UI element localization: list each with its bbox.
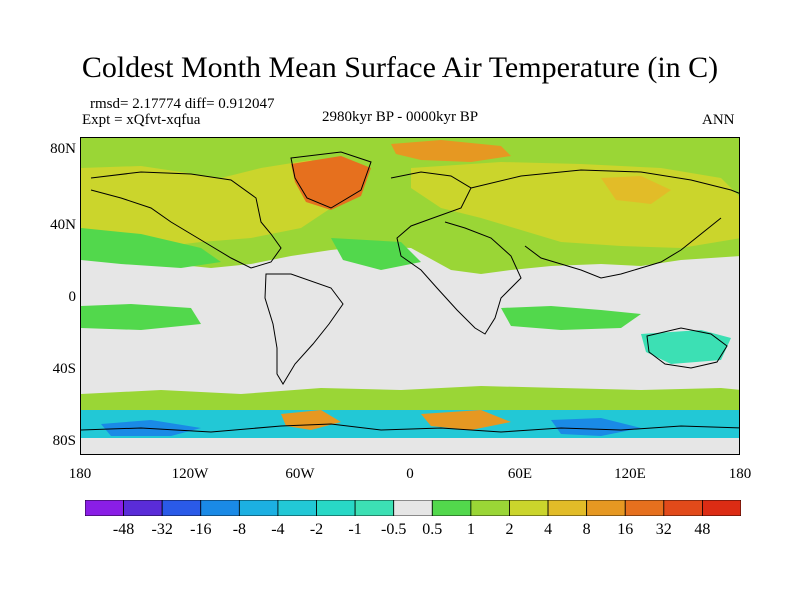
colorbar-swatch — [238, 500, 279, 516]
experiment-text: Expt = xQfvt-xqfua — [82, 112, 201, 128]
lon-label-0: 0 — [406, 466, 414, 482]
lon-label-60w: 60W — [285, 466, 315, 482]
antarctic-warm-spots — [281, 410, 511, 430]
antarctic-cool-band — [81, 410, 739, 438]
stats-text: rmsd= 2.17774 diff= 0.912047 — [90, 96, 275, 112]
colorbar-label: -48 — [112, 521, 135, 538]
colorbar-swatch — [354, 500, 395, 516]
map-svg — [81, 138, 739, 454]
pacific-green-tongue — [81, 228, 221, 268]
colorbar-label: 2 — [505, 521, 514, 538]
colorbar-label: -0.5 — [381, 521, 407, 538]
colorbar-label: -32 — [151, 521, 173, 538]
coastlines — [81, 151, 739, 433]
antarctica-coast — [81, 423, 739, 433]
colorbar-swatch — [586, 500, 626, 516]
colorbar-label: -8 — [232, 521, 247, 538]
colorbar-swatch — [470, 500, 510, 516]
colorbar-swatch — [547, 500, 588, 516]
siberia-warm-spot — [601, 176, 671, 204]
australia-coast — [646, 327, 728, 369]
colorbar-swatch — [624, 500, 665, 516]
north-america-coast — [90, 171, 282, 269]
colorbar-label: 0.5 — [422, 521, 443, 538]
arctic-hot-spot — [391, 140, 511, 162]
colorbar-label: 4 — [544, 521, 553, 538]
lat-label-80n: 80N — [50, 141, 76, 157]
colorbar-swatch — [200, 500, 240, 516]
lon-label-60e: 60E — [507, 466, 533, 482]
australia-cool — [641, 330, 731, 364]
colorbar-swatch — [702, 500, 741, 516]
chart-title: Coldest Month Mean Surface Air Temperatu… — [81, 51, 719, 84]
antarctic-blue-spots — [101, 418, 641, 436]
colorbar-swatch — [316, 500, 356, 516]
indian-ocean-green — [501, 306, 641, 330]
period-text: 2980kyr BP - 0000kyr BP — [322, 109, 479, 125]
colorbar-swatch — [161, 500, 202, 516]
colorbar-label: 16 — [617, 521, 634, 538]
asia-coast — [470, 169, 739, 279]
lon-label-180e: 180 — [728, 466, 752, 482]
colorbar-swatch — [277, 500, 317, 516]
lon-label-120e: 120E — [614, 466, 646, 482]
lat-label-0: 0 — [68, 289, 77, 305]
colorbar-swatch — [85, 500, 124, 516]
colorbar-label: -1 — [348, 521, 362, 538]
colorbar-swatch — [431, 500, 472, 516]
lat-label-40n: 40N — [50, 217, 76, 233]
colorbar-label: -2 — [309, 521, 324, 538]
colorbar-label: 8 — [582, 521, 591, 538]
pacific-south-green — [81, 304, 201, 330]
colorbar-label: 1 — [466, 521, 475, 538]
colorbar-label: -16 — [190, 521, 212, 538]
colorbar-label: -4 — [271, 521, 285, 538]
lat-label-40s: 40S — [52, 361, 76, 377]
lat-label-80s: 80S — [52, 433, 76, 449]
colorbar-label: 48 — [694, 521, 711, 538]
na-warm-zone — [81, 160, 341, 248]
colorbar-label: 32 — [655, 521, 672, 538]
greenland-coast — [290, 151, 372, 209]
colorbar-swatch — [123, 500, 163, 516]
lon-label-180w: 180 — [68, 466, 92, 482]
colorbar-swatch — [393, 500, 433, 516]
europe-africa-coast — [390, 171, 522, 335]
lon-label-120w: 120W — [171, 466, 209, 482]
colorbar-swatch — [663, 500, 703, 516]
colorbar — [85, 500, 741, 516]
antarctic-neutral — [81, 438, 739, 454]
south-america-coast — [264, 273, 344, 385]
map-panel — [80, 137, 740, 455]
season-text: ANN — [702, 112, 735, 128]
colorbar-swatch — [509, 500, 549, 516]
